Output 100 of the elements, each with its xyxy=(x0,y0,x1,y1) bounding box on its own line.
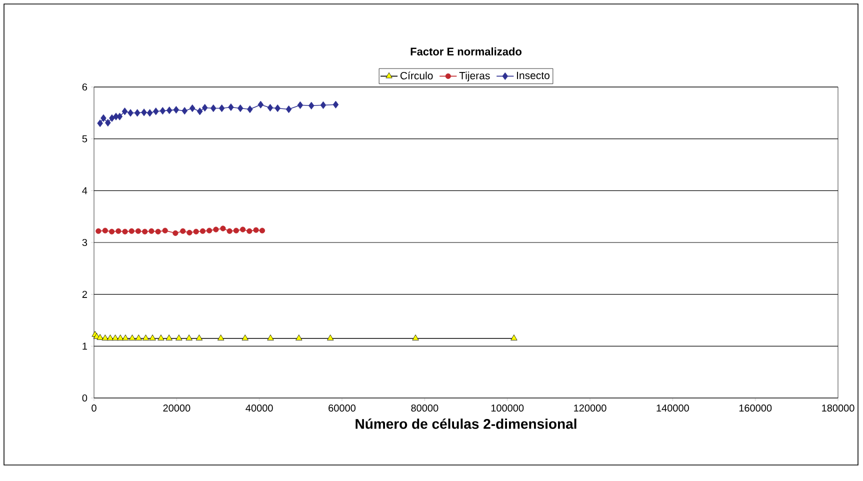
point xyxy=(142,228,148,234)
y-tick-label: 1 xyxy=(82,342,87,350)
point xyxy=(196,334,203,340)
point xyxy=(182,107,188,115)
point xyxy=(226,228,232,234)
point xyxy=(100,114,106,122)
point xyxy=(228,103,234,112)
point xyxy=(166,334,172,340)
point xyxy=(122,228,128,234)
point xyxy=(146,109,153,117)
point xyxy=(108,228,115,234)
point xyxy=(155,228,161,234)
point xyxy=(253,227,259,233)
point xyxy=(96,228,102,234)
y-tick-label: 3 xyxy=(82,238,88,246)
point xyxy=(173,106,180,114)
point xyxy=(286,105,292,114)
point xyxy=(180,228,186,234)
y-tick-label: 5 xyxy=(82,135,88,142)
point xyxy=(186,230,192,236)
point xyxy=(186,334,192,340)
point xyxy=(308,102,314,110)
point xyxy=(274,104,281,112)
point xyxy=(327,334,334,340)
point xyxy=(237,104,244,112)
point xyxy=(148,228,154,234)
point xyxy=(247,105,253,114)
y-tick-label: 2 xyxy=(82,290,87,298)
point xyxy=(128,228,134,234)
point xyxy=(259,228,266,234)
point xyxy=(166,106,172,114)
point xyxy=(218,334,224,340)
point xyxy=(202,104,208,112)
point xyxy=(510,334,518,340)
x-tick-label: 0 xyxy=(92,404,96,412)
point xyxy=(116,112,123,120)
point xyxy=(210,104,216,112)
point xyxy=(267,334,274,340)
x-tick-label: 40000 xyxy=(246,404,273,412)
point xyxy=(102,228,108,234)
point xyxy=(218,104,225,112)
point xyxy=(258,100,264,108)
point xyxy=(213,226,219,232)
y-tick-label: 0 xyxy=(82,394,88,402)
point xyxy=(106,334,114,340)
point xyxy=(97,119,103,128)
x-tick-label: 20000 xyxy=(163,404,190,412)
point xyxy=(320,101,326,109)
point xyxy=(142,334,150,340)
point xyxy=(135,228,142,234)
point xyxy=(160,107,166,115)
point xyxy=(200,228,206,234)
point xyxy=(193,228,199,234)
point xyxy=(220,226,226,232)
legend-label: Insecto xyxy=(517,72,550,80)
point xyxy=(176,334,182,340)
point xyxy=(122,108,128,116)
point xyxy=(104,118,111,127)
y-tick-label: 6 xyxy=(82,83,88,91)
point xyxy=(112,334,119,340)
point xyxy=(102,334,108,340)
legend-label: Círculo xyxy=(400,72,433,80)
point xyxy=(128,109,134,117)
point xyxy=(172,230,178,236)
point xyxy=(297,101,304,109)
point xyxy=(332,100,339,108)
point xyxy=(267,104,274,112)
y-tick-label: 4 xyxy=(82,187,88,194)
point xyxy=(189,104,196,112)
point xyxy=(122,334,129,340)
point xyxy=(162,228,168,234)
point xyxy=(152,108,159,116)
point xyxy=(128,334,136,340)
point xyxy=(296,334,302,340)
x-tick-label: 60000 xyxy=(328,404,356,412)
point xyxy=(196,108,203,116)
point xyxy=(233,228,239,234)
x-tick-label: 100000 xyxy=(491,404,524,412)
legend-label: Tijeras xyxy=(459,72,490,82)
point xyxy=(158,334,164,340)
x-tick-label: 140000 xyxy=(656,404,689,412)
point xyxy=(412,334,419,340)
point xyxy=(109,114,115,122)
point xyxy=(134,109,140,117)
point xyxy=(149,334,156,340)
point xyxy=(117,334,124,340)
point xyxy=(240,226,246,232)
point xyxy=(116,228,122,234)
point xyxy=(141,108,147,116)
x-tick-label: 180000 xyxy=(822,404,854,412)
point xyxy=(246,228,252,234)
point xyxy=(206,228,212,234)
x-axis-title: Número de células 2-dimensional xyxy=(356,418,576,429)
x-tick-label: 80000 xyxy=(411,404,438,412)
point xyxy=(242,334,248,340)
point xyxy=(96,334,104,340)
x-tick-label: 160000 xyxy=(739,404,772,412)
x-tick-label: 120000 xyxy=(574,404,606,412)
point xyxy=(135,334,142,340)
chart-title: Factor E normalizado xyxy=(410,47,522,56)
